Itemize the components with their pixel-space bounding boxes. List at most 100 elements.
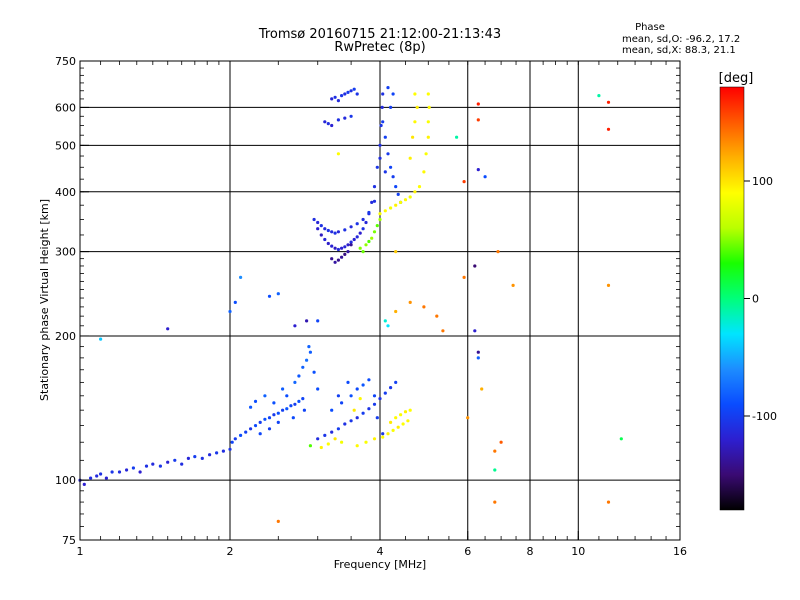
data-point <box>476 356 480 360</box>
data-point <box>323 237 327 242</box>
data-point <box>426 92 430 96</box>
data-point <box>138 470 142 474</box>
data-point <box>144 464 149 468</box>
data-point <box>435 314 439 318</box>
data-point <box>349 419 353 423</box>
data-point <box>349 243 353 247</box>
data-point <box>343 422 347 426</box>
data-point <box>233 300 237 304</box>
data-point <box>466 416 470 420</box>
data-point <box>424 152 428 156</box>
data-point <box>289 404 293 408</box>
data-point <box>166 460 170 464</box>
data-point <box>267 416 272 420</box>
data-point <box>383 209 387 213</box>
data-point <box>336 118 340 122</box>
data-point <box>361 227 365 231</box>
data-point <box>151 462 155 466</box>
data-point <box>413 92 417 96</box>
data-point <box>367 407 371 411</box>
data-point <box>372 199 377 203</box>
data-point <box>208 453 212 457</box>
data-point <box>99 472 103 476</box>
data-point <box>379 123 383 128</box>
data-point <box>427 105 431 109</box>
data-point <box>389 420 393 424</box>
data-point <box>352 408 356 412</box>
data-point <box>367 210 371 215</box>
data-point <box>316 387 320 391</box>
data-point <box>319 445 323 450</box>
data-point <box>391 175 395 179</box>
colorbar-tick-label: -100 <box>752 410 777 423</box>
data-point <box>493 449 497 453</box>
data-point <box>389 165 393 169</box>
data-point <box>82 482 86 486</box>
x-tick-label: 4 <box>377 545 384 558</box>
data-point <box>394 250 398 254</box>
data-point <box>476 118 480 122</box>
data-point <box>326 122 330 126</box>
chart-subtitle: RwPretec (8p) <box>334 40 425 55</box>
data-point <box>349 114 353 118</box>
data-point <box>316 227 320 231</box>
data-point <box>355 92 359 96</box>
data-point <box>381 435 385 439</box>
data-point <box>499 440 503 444</box>
data-point <box>462 180 466 184</box>
data-point <box>399 200 403 204</box>
colorbar <box>719 86 745 511</box>
data-point <box>330 123 334 128</box>
data-point <box>399 413 403 417</box>
data-point <box>221 449 225 453</box>
data-point <box>316 319 320 323</box>
data-point <box>343 252 347 256</box>
data-point <box>326 228 330 233</box>
data-point <box>333 246 337 250</box>
data-point <box>386 86 390 90</box>
stats-title: Phase <box>635 22 665 33</box>
data-point <box>319 224 323 228</box>
data-point <box>104 476 108 480</box>
chart-title: Tromsø 20160715 21:12:00-21:13:43 <box>258 27 501 42</box>
data-point <box>312 370 316 374</box>
x-tick-label: 6 <box>464 545 471 558</box>
data-point <box>455 135 459 139</box>
data-point <box>606 283 611 287</box>
data-point <box>364 440 368 444</box>
data-point <box>378 217 382 222</box>
data-point <box>263 417 267 421</box>
y-tick-label: 300 <box>55 246 76 259</box>
data-point <box>173 458 177 462</box>
data-point <box>358 397 362 401</box>
data-point <box>285 407 289 411</box>
data-point <box>297 399 301 403</box>
data-point <box>333 95 337 99</box>
data-point <box>293 324 297 328</box>
data-point <box>375 416 379 420</box>
y-axis-label: Stationary phase Virtual Height [km] <box>38 199 51 401</box>
data-point <box>308 444 312 448</box>
grid-lines <box>80 61 680 540</box>
data-point <box>372 437 377 441</box>
data-point <box>244 430 248 434</box>
data-point <box>316 220 320 225</box>
data-point <box>228 309 232 314</box>
data-point <box>276 292 280 296</box>
data-point <box>301 365 305 369</box>
data-point <box>233 437 237 441</box>
data-point <box>258 420 262 424</box>
data-point <box>336 230 340 234</box>
data-point <box>323 433 327 437</box>
data-point <box>330 244 334 248</box>
data-point <box>336 258 340 262</box>
data-point <box>215 451 219 455</box>
data-point <box>330 230 334 234</box>
data-point <box>110 470 114 474</box>
x-axis-label: Frequency [MHz] <box>334 558 426 571</box>
stats-o-mode: mean, sd,O: -96.2, 17.2 <box>622 34 740 45</box>
data-point <box>355 416 359 420</box>
data-point <box>239 275 243 279</box>
data-point <box>276 519 280 524</box>
data-point <box>267 427 272 431</box>
